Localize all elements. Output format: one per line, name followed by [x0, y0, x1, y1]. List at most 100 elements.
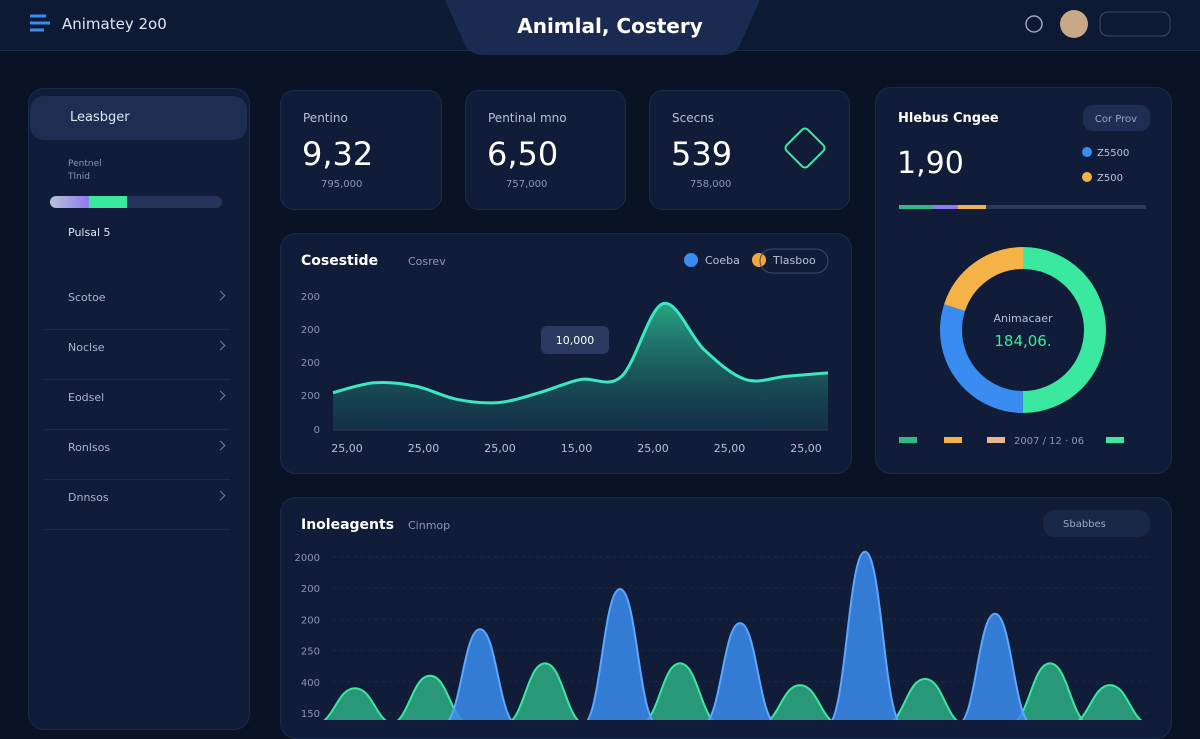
x-label: 25,00: [331, 442, 363, 455]
area-line: [332, 302, 829, 405]
legend-dot: [1082, 147, 1092, 157]
legend-swatch: [987, 437, 1005, 443]
tooltip-box: [541, 326, 609, 354]
stat-value: 9,32: [302, 135, 374, 173]
peak: [767, 684, 833, 720]
area-fill: [333, 303, 828, 430]
legend-swatch: [944, 437, 962, 443]
stat-value: 539: [671, 135, 733, 173]
y-tick-label: 200: [301, 292, 320, 303]
header-button[interactable]: [1099, 11, 1171, 37]
legend-label: Coeba: [705, 254, 740, 267]
title-tab: [445, 0, 760, 55]
nav-item[interactable]: Eodsel: [44, 380, 230, 430]
x-label: 25,00: [408, 442, 440, 455]
tooltip: 10,000: [556, 334, 595, 347]
x-label: 15,00: [561, 442, 593, 455]
y-tick-label: 200: [301, 391, 320, 402]
sidebar-sub-item: Tlnid: [68, 172, 90, 182]
donut-button-label: Cor Prov: [1095, 114, 1137, 125]
peak: [830, 550, 900, 720]
legend-label: Z500: [1097, 173, 1123, 184]
donut-bar: [899, 205, 934, 209]
sidebar: [28, 88, 250, 730]
nav-label: Ronlsos: [68, 441, 111, 454]
stat-value: 6,50: [487, 135, 559, 173]
legend-pill: [759, 248, 829, 274]
donut-footer: 2007 / 12 · 06: [1014, 436, 1084, 447]
nav-item[interactable]: Noclse: [44, 330, 230, 380]
progress-fill: [50, 196, 128, 208]
nav-label: Noclse: [68, 341, 105, 354]
donut-center-value: 184,06.: [994, 332, 1051, 350]
peak: [892, 677, 958, 720]
brand: Animatey 2o0: [62, 15, 167, 33]
peak: [1077, 684, 1143, 720]
stat-sub: 757,000: [506, 179, 548, 190]
x-label: 25,00: [714, 442, 746, 455]
x-label: 25,00: [484, 442, 516, 455]
sidebar-sub-item: Pentnel: [68, 159, 102, 169]
donut-center-label: Animacaer: [993, 312, 1053, 325]
y-tick-label: 200: [301, 615, 320, 626]
legend-swatch: [899, 437, 917, 443]
peak: [707, 622, 773, 720]
y-tick-label: 0: [314, 425, 320, 436]
peak: [1015, 662, 1085, 720]
stat-label: Pentino: [303, 111, 348, 125]
header-art: [30, 0, 1171, 55]
nav-label: Eodsel: [68, 391, 105, 404]
legend-dot: [1082, 172, 1092, 182]
y-tick-label: 200: [301, 325, 320, 336]
donut-bar: [986, 205, 1146, 209]
peak: [962, 612, 1028, 720]
stat-label: Pentinal mno: [488, 111, 567, 125]
legend-dot: [684, 253, 698, 267]
progress-label: Pulsal 5: [68, 226, 111, 239]
donut-bar: [958, 205, 986, 209]
donut-title: Hlebus Cngee: [898, 111, 999, 126]
logo: [30, 14, 50, 32]
donut-button: [1083, 105, 1150, 131]
sidebar-active[interactable]: [30, 96, 247, 140]
stat-sub: 758,000: [690, 179, 732, 190]
progress: [50, 196, 222, 208]
area-tag: Cosrev: [408, 255, 446, 268]
peak-button[interactable]: [1043, 510, 1150, 537]
legend-dot: [752, 253, 766, 267]
nav-label: Dnnsos: [68, 491, 109, 504]
peak: [645, 662, 715, 720]
y-tick-label: 400: [301, 678, 320, 689]
peak: [510, 662, 580, 720]
donut-bar: [934, 205, 958, 209]
charts: Cosestide Cosrev Coeba Tlasboo2002002002000…: [295, 105, 1150, 720]
y-tick-label: 250: [301, 647, 320, 658]
peak: [447, 628, 513, 720]
avatar[interactable]: [1060, 10, 1088, 38]
peak: [586, 587, 654, 720]
legend-label: Tlasboo: [772, 254, 816, 267]
y-tick-label: 2000: [295, 553, 320, 564]
settings-icon[interactable]: [1025, 15, 1043, 33]
y-tick-label: 150: [301, 709, 320, 720]
donut-value: 1,90: [897, 146, 964, 181]
legend-swatch: [1106, 437, 1124, 443]
stat-label: Scecns: [672, 111, 715, 125]
peak-tag: Cinmop: [408, 519, 450, 532]
stat-sub: 795,000: [321, 179, 363, 190]
stat-card: Pentino 9,32 795,000: [280, 90, 442, 210]
nav-label: Scotoe: [68, 291, 106, 304]
nav-item[interactable]: Scotoe: [44, 280, 230, 330]
y-tick-label: 200: [301, 358, 320, 369]
peak: [323, 687, 387, 720]
nav: Scotoe Noclse Eodsel Ronlsos Dnnsos: [44, 280, 230, 530]
nav-item[interactable]: Dnnsos: [44, 480, 230, 530]
donut-segment: [940, 247, 1106, 413]
x-label: 25,00: [637, 442, 669, 455]
nav-item[interactable]: Ronlsos: [44, 430, 230, 480]
sidebar-active-label: Leasbger: [70, 110, 130, 125]
area-title: Cosestide: [301, 253, 378, 269]
donut-segment: [940, 247, 1106, 413]
